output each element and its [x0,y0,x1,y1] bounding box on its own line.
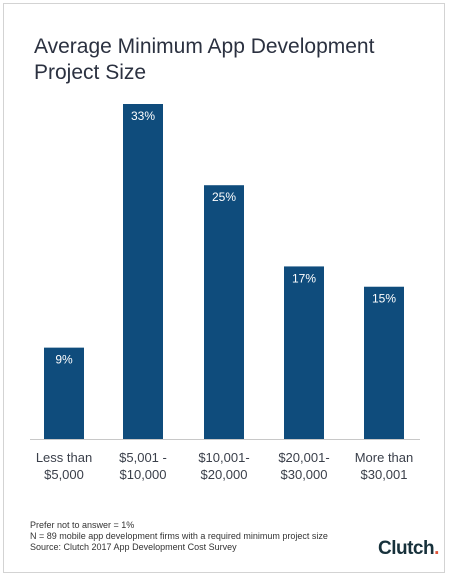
value-label-2: 25% [212,190,236,204]
value-label-0: 9% [55,353,73,367]
category-label-0-line-0: Less than [36,450,92,465]
category-label-1-line-0: $5,001 - [119,450,167,465]
chart-title: Average Minimum App Development Project … [34,34,424,86]
chart-title-line-2: Project Size [34,61,147,84]
category-label-2-line-0: $10,001- [198,450,249,465]
category-label-2-line-1: $20,000 [201,467,248,482]
bar-3 [284,266,324,439]
category-label-3-line-1: $30,000 [281,467,328,482]
logo-text: Clutch [378,538,435,559]
bar-4 [364,286,404,439]
labels-group: 9% Less than $5,000 33% $5,001 - $10,000 25% $1… [36,109,413,482]
footer-sample: N = 89 mobile app development firms with… [30,531,328,541]
footer-note: Prefer not to answer = 1% [30,520,135,530]
clutch-logo[interactable]: Clutch. [378,538,439,560]
bars-group [44,104,404,439]
logo-dot: . [434,538,439,559]
footer-source: Source: Clutch 2017 App Development Cost… [30,542,237,552]
value-label-4: 15% [372,292,396,306]
bar-1 [123,104,163,439]
value-label-1: 33% [131,109,155,123]
chart-title-line-1: Average Minimum App Development [34,35,375,58]
bar-2 [204,185,244,439]
category-label-4-line-1: $30,001 [361,467,408,482]
category-label-4-line-0: More than [355,450,414,465]
value-label-3: 17% [292,271,316,285]
category-label-0-line-1: $5,000 [44,467,84,482]
chart-footer: Prefer not to answer = 1% N = 89 mobile … [30,520,328,553]
bar-0 [44,347,84,439]
category-label-1-line-1: $10,000 [120,467,167,482]
category-label-3-line-0: $20,001- [278,450,329,465]
